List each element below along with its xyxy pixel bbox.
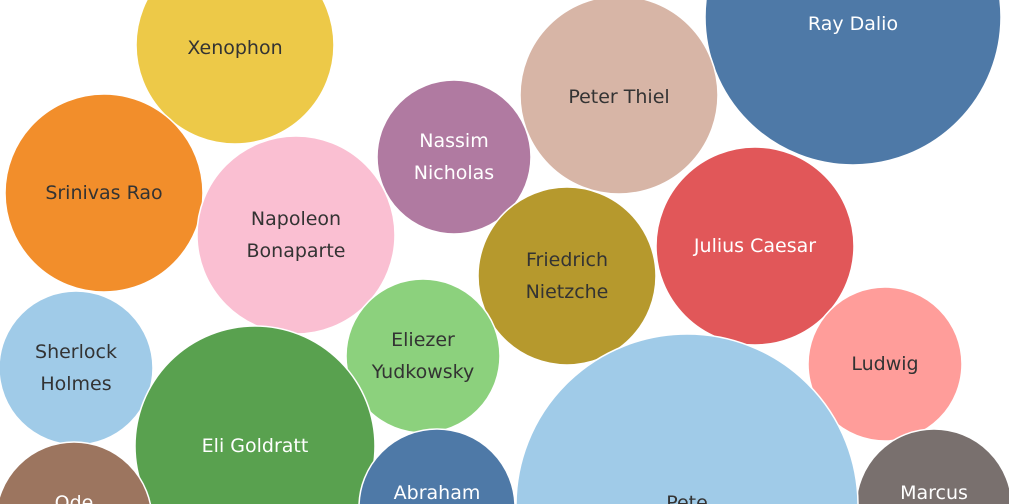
bubble-eliezer-yudkowsky[interactable]: Eliezer Yudkowsky (345, 278, 501, 434)
bubble-label: Bonaparte (247, 240, 346, 262)
bubble-label: Xenophon (187, 37, 282, 59)
bubble-label: Yudkowsky (371, 361, 475, 383)
bubble-ode[interactable]: Ode (0, 441, 152, 504)
bubble-circle[interactable] (519, 0, 719, 195)
bubble-label: Peter Thiel (568, 86, 669, 108)
bubble-label: Pete (666, 492, 708, 504)
bubble-label: Friedrich (526, 249, 608, 271)
bubble-label: Abraham (394, 482, 481, 504)
bubble-label: Marcus (900, 482, 968, 504)
bubble-circle[interactable] (135, 0, 335, 145)
bubble-label: Ode (55, 492, 94, 504)
bubble-circle[interactable] (134, 325, 376, 504)
bubble-label: Eli Goldratt (202, 435, 309, 457)
bubble-label: Julius Caesar (693, 235, 816, 257)
bubble-circle[interactable] (704, 0, 1002, 166)
bubble-label: Nietzche (526, 281, 609, 303)
bubble-eli-goldratt[interactable]: Eli Goldratt (134, 325, 376, 504)
bubble-label: Ray Dalio (808, 13, 898, 35)
bubble-label: Eliezer (391, 329, 455, 351)
bubble-label: Sherlock (35, 341, 117, 363)
bubble-label: Srinivas Rao (45, 182, 162, 204)
bubble-circle[interactable] (0, 441, 152, 504)
bubble-circle[interactable] (515, 333, 859, 504)
bubble-friedrich-nietzche[interactable]: Friedrich Nietzche (477, 186, 657, 366)
bubble-julius-caesar[interactable]: Julius Caesar (655, 146, 855, 346)
bubble-marcus[interactable]: Marcus (855, 428, 1009, 504)
bubble-peter-thiel[interactable]: Peter Thiel (519, 0, 719, 195)
bubble-circle[interactable] (855, 428, 1009, 504)
bubble-circle[interactable] (4, 93, 204, 293)
bubble-pete[interactable]: Pete (515, 333, 859, 504)
bubble-label: Napoleon (251, 208, 341, 230)
bubble-circle[interactable] (358, 428, 516, 504)
bubble-ray-dalio[interactable]: Ray Dalio (704, 0, 1002, 166)
bubble-xenophon[interactable]: Xenophon (135, 0, 335, 145)
bubble-ludwig[interactable]: Ludwig (807, 286, 963, 442)
bubble-label: Nassim (419, 130, 488, 152)
bubble-circle[interactable] (376, 79, 532, 235)
bubble-abraham[interactable]: Abraham (358, 428, 516, 504)
bubble-circle[interactable] (807, 286, 963, 442)
bubble-label: Ludwig (851, 353, 918, 375)
bubble-circle[interactable] (655, 146, 855, 346)
bubble-label: Holmes (40, 373, 111, 395)
bubble-srinivas-rao[interactable]: Srinivas Rao (4, 93, 204, 293)
bubble-sherlock-holmes[interactable]: Sherlock Holmes (0, 290, 154, 446)
bubble-circle[interactable] (0, 290, 154, 446)
bubble-circle[interactable] (477, 186, 657, 366)
bubble-nassim-nicholas[interactable]: Nassim Nicholas (376, 79, 532, 235)
bubble-label: Nicholas (414, 162, 494, 184)
